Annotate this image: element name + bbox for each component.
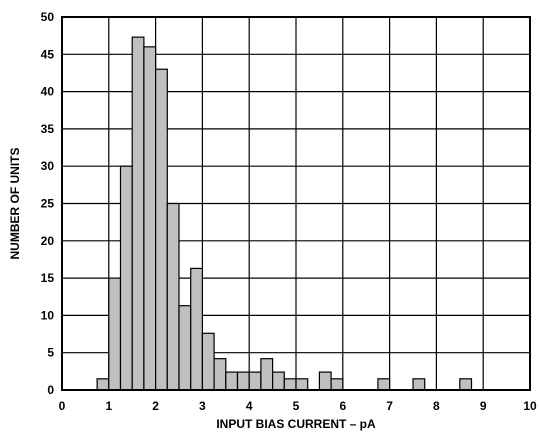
histogram-bar [248, 371, 262, 391]
x-tick-label: 4 [246, 399, 253, 413]
x-tick-label: 8 [433, 399, 440, 413]
histogram-bar [178, 305, 192, 391]
x-tick-label: 10 [523, 399, 537, 413]
histogram-bar [201, 332, 215, 391]
plot-frame [61, 16, 531, 391]
y-tick-label: 40 [41, 85, 55, 99]
histogram-bar [225, 371, 239, 391]
y-tick-label: 20 [41, 234, 55, 248]
y-tick-label: 5 [47, 346, 54, 360]
histogram-bar [108, 277, 122, 391]
y-tick-label: 25 [41, 197, 55, 211]
x-axis-tick-labels: 0 1 2 3 4 5 6 7 8 9 10 [59, 399, 537, 413]
histogram-bar [459, 378, 473, 391]
histogram-bars [96, 36, 473, 391]
x-tick-label: 7 [386, 399, 393, 413]
histogram-bar [190, 267, 203, 391]
histogram-bar [155, 68, 168, 391]
histogram-bar [236, 371, 250, 391]
histogram-bar [119, 165, 133, 391]
histogram-bar [283, 378, 297, 391]
histogram-bar [318, 371, 332, 391]
y-tick-label: 45 [41, 47, 55, 61]
y-axis-tick-labels: 0 5 10 15 20 25 30 35 40 45 50 [41, 10, 55, 397]
histogram-bar [131, 36, 145, 391]
y-tick-label: 0 [47, 383, 54, 397]
x-tick-label: 2 [152, 399, 159, 413]
histogram-bar [96, 378, 110, 391]
y-tick-label: 15 [41, 271, 55, 285]
x-tick-label: 5 [293, 399, 300, 413]
histogram-bar [377, 378, 391, 391]
x-tick-label: 9 [480, 399, 487, 413]
y-tick-label: 50 [41, 10, 55, 24]
y-tick-label: 35 [41, 122, 55, 136]
histogram-bar [143, 46, 157, 391]
histogram-bar [166, 202, 180, 391]
histogram-bar [213, 358, 227, 391]
x-tick-label: 0 [59, 399, 66, 413]
y-tick-label: 30 [41, 159, 55, 173]
histogram-bar [260, 358, 274, 391]
y-axis-label: NUMBER OF UNITS [8, 148, 22, 260]
histogram-bar [330, 378, 344, 391]
x-tick-label: 6 [339, 399, 346, 413]
x-axis-label: INPUT BIAS CURRENT – pA [216, 417, 376, 431]
x-tick-label: 1 [105, 399, 112, 413]
histogram-bar [412, 378, 426, 391]
histogram-bar [295, 378, 309, 391]
histogram-bar [272, 371, 285, 391]
x-tick-label: 3 [199, 399, 206, 413]
y-tick-label: 10 [41, 308, 55, 322]
